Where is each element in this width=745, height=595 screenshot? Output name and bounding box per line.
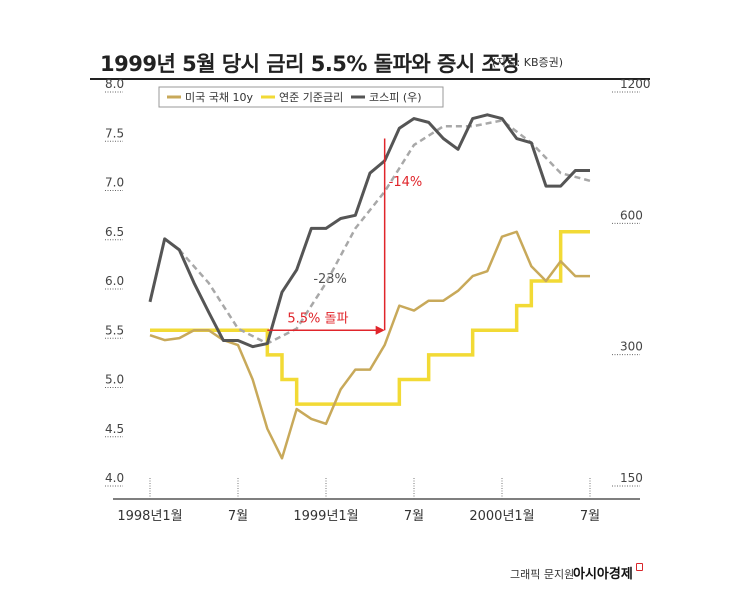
left-tick-label: 4.0 bbox=[105, 471, 124, 485]
x-axis: 1998년1월 7월 1999년1월 7월 2000년1월 7월 bbox=[113, 478, 640, 524]
right-tick-label: 150 bbox=[620, 471, 643, 485]
left-tick-label: 6.0 bbox=[105, 274, 124, 288]
legend: 미국 국채 10y 연준 기준금리 코스피 (우) bbox=[158, 86, 444, 108]
right-tick-label: 1200 bbox=[620, 77, 651, 91]
annotations: 5.5% 돌파 -23% -14% bbox=[267, 138, 423, 335]
x-tick-label: 1998년1월 bbox=[117, 509, 182, 524]
left-tick-label: 7.0 bbox=[105, 176, 124, 190]
brand-logo: 아시아경제 bbox=[573, 567, 633, 582]
left-tick-label: 7.5 bbox=[105, 126, 124, 140]
x-tick-label: 7월 bbox=[580, 509, 600, 524]
left-tick-label: 4.5 bbox=[105, 422, 124, 436]
brand-mark-icon bbox=[636, 563, 643, 571]
treasury-10y-line bbox=[149, 230, 590, 460]
x-tick-label: 2000년1월 bbox=[469, 509, 534, 524]
graphic-credit: 그래픽 문지원 bbox=[510, 568, 575, 581]
kospi-moving-average-line bbox=[178, 119, 591, 345]
right-axis: 1200 600 300 150 bbox=[612, 77, 651, 487]
x-tick-label: 7월 bbox=[404, 509, 424, 524]
x-tick-label: 7월 bbox=[228, 509, 248, 524]
kospi-line bbox=[148, 113, 590, 349]
left-axis: 8.0 7.5 7.0 6.5 6.0 5.5 5.0 4.5 4.0 bbox=[105, 77, 124, 487]
title-underline bbox=[90, 78, 650, 80]
fed-rate-line bbox=[150, 230, 590, 406]
left-tick-label: 8.0 bbox=[105, 77, 124, 91]
annotation-minus-23: -23% bbox=[313, 272, 347, 287]
chart-title: 1999년 5월 당시 금리 5.5% 돌파와 증시 조정 bbox=[100, 52, 520, 76]
series-layer bbox=[148, 113, 591, 460]
right-tick-label: 600 bbox=[620, 208, 643, 222]
legend-box bbox=[158, 86, 444, 108]
chart-source: (자료: KB증권) bbox=[492, 56, 564, 69]
left-tick-label: 5.5 bbox=[105, 323, 124, 337]
annotation-minus-14: -14% bbox=[389, 175, 423, 190]
breakout-arrowhead bbox=[375, 325, 385, 335]
chart-header: 1999년 5월 당시 금리 5.5% 돌파와 증시 조정 (자료: KB증권) bbox=[90, 38, 650, 80]
right-tick-label: 300 bbox=[620, 340, 643, 354]
legend-label: 코스피 (우) bbox=[369, 91, 422, 104]
legend-label: 미국 국채 10y bbox=[185, 91, 253, 104]
x-tick-label: 1999년1월 bbox=[293, 509, 358, 524]
annotation-breakout: 5.5% 돌파 bbox=[287, 311, 348, 326]
left-tick-label: 5.0 bbox=[105, 373, 124, 387]
legend-label: 연준 기준금리 bbox=[279, 91, 343, 104]
left-tick-label: 6.5 bbox=[105, 225, 124, 239]
